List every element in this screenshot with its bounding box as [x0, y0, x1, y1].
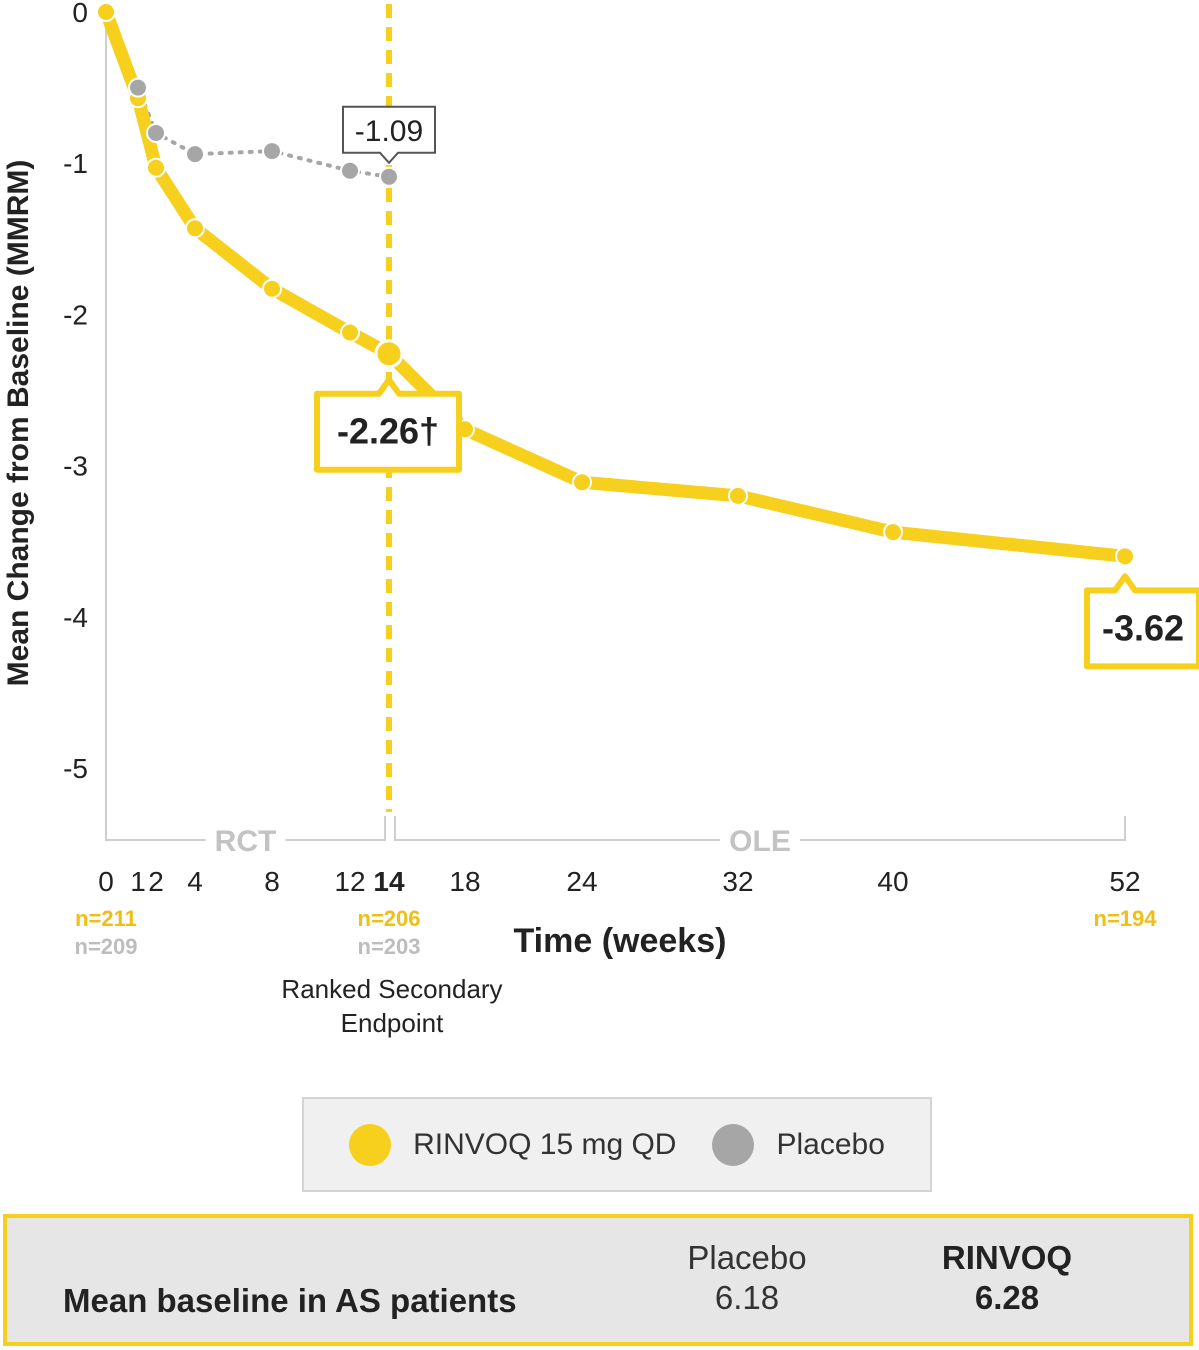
x-tick-label: 4	[187, 866, 203, 897]
y-axis-title: Mean Change from Baseline (MMRM)	[2, 160, 35, 687]
baseline-placebo-column: Placebo 6.18	[627, 1238, 867, 1318]
y-tick-label: -3	[63, 451, 88, 482]
rinvoq-series-line	[99, 5, 1132, 563]
placebo-marker-icon	[712, 1123, 755, 1166]
rinvoq-callout-value: -2.26†	[337, 411, 439, 452]
rinvoq-data-point	[728, 485, 748, 506]
x-tick-label: 1	[130, 866, 146, 897]
n-count-rinvoq: n=211	[75, 906, 137, 931]
y-tick-label: -1	[63, 148, 88, 179]
section-bracket-left	[105, 816, 206, 841]
baseline-table: Mean baseline in AS patients Placebo 6.1…	[3, 1214, 1193, 1346]
n-count-rinvoq: n=194	[1094, 906, 1158, 931]
x-tick-label: 12	[334, 866, 365, 897]
placebo-data-point	[128, 77, 148, 98]
x-tick-label: 52	[1109, 866, 1140, 897]
rinvoq-data-point	[883, 522, 903, 543]
section-label: RCT	[215, 825, 277, 858]
y-tick-label: 0	[72, 0, 88, 28]
rinvoq-data-point	[1115, 546, 1135, 567]
rinvoq-data-point	[96, 2, 116, 22]
rinvoq-data-point	[146, 157, 166, 178]
placebo-callout-value: -1.09	[355, 115, 423, 148]
rinvoq-data-point	[572, 472, 592, 493]
placebo-data-point	[340, 160, 360, 181]
rinvoq-data-point	[374, 339, 404, 369]
legend-label-rinvoq: RINVOQ 15 mg QD	[413, 1127, 677, 1161]
x-tick-label: 14	[373, 866, 405, 897]
rinvoq-callout-value: -3.62	[1102, 607, 1184, 648]
x-tick-label: 2	[148, 866, 164, 897]
x-tick-label: 8	[264, 866, 280, 897]
rinvoq-data-point	[340, 322, 360, 343]
legend-item-rinvoq: RINVOQ 15 mg QD	[349, 1123, 677, 1166]
endpoint-note-line: Endpoint	[341, 1008, 444, 1038]
placebo-data-point	[379, 166, 399, 187]
placebo-data-point	[146, 122, 166, 143]
y-tick-label: -2	[63, 299, 88, 330]
n-count-placebo: n=203	[358, 934, 421, 959]
series-layer	[96, 2, 1135, 567]
n-count-placebo: n=209	[75, 934, 138, 959]
rinvoq-callout-box	[1084, 573, 1199, 670]
line-chart: -1.09 -2.26† -3.62 0 -1 -2 -3 -4 -5 Mean Change …	[2, 0, 1199, 1038]
section-bracket-left	[394, 816, 720, 841]
x-tick-label: 40	[877, 866, 908, 897]
rinvoq-data-point	[262, 278, 282, 299]
baseline-placebo-value: 6.18	[714, 1279, 780, 1316]
baseline-rinvoq-header: RINVOQ	[941, 1239, 1073, 1276]
section-bracket-right	[800, 816, 1126, 841]
baseline-rinvoq-column: RINVOQ 6.28	[887, 1238, 1127, 1318]
section-label: OLE	[729, 825, 791, 858]
y-tick-label: -4	[63, 602, 88, 633]
legend-item-placebo: Placebo	[712, 1123, 885, 1166]
baseline-label: Mean baseline in AS patients	[63, 1282, 517, 1319]
axes-layer	[105, 4, 1126, 841]
placebo-data-point	[185, 144, 205, 165]
baseline-rinvoq-value: 6.28	[974, 1279, 1040, 1316]
x-tick-label: 32	[722, 866, 753, 897]
x-axis-title: Time (weeks)	[514, 922, 727, 960]
placebo-data-point	[262, 141, 282, 162]
n-count-rinvoq: n=206	[358, 906, 421, 931]
legend: RINVOQ 15 mg QD Placebo	[302, 1097, 932, 1192]
label-layer: 0 -1 -2 -3 -4 -5 Mean Change from Baseline (MM…	[2, 0, 1157, 1038]
x-tick-label: 0	[98, 866, 114, 897]
section-bracket-right	[285, 816, 386, 841]
callout-layer: -1.09 -2.26† -3.62	[314, 105, 1199, 670]
rinvoq-data-point	[185, 218, 205, 239]
rinvoq-marker-icon	[349, 1123, 392, 1166]
baseline-placebo-header: Placebo	[687, 1239, 807, 1276]
x-tick-label: 18	[449, 866, 480, 897]
x-tick-label: 24	[566, 866, 597, 897]
placebo-callout-box	[342, 105, 436, 165]
y-tick-label: -5	[63, 753, 88, 784]
legend-label-placebo: Placebo	[776, 1127, 885, 1161]
endpoint-note-line: Ranked Secondary	[281, 974, 502, 1004]
rinvoq-callout-box	[314, 376, 462, 473]
